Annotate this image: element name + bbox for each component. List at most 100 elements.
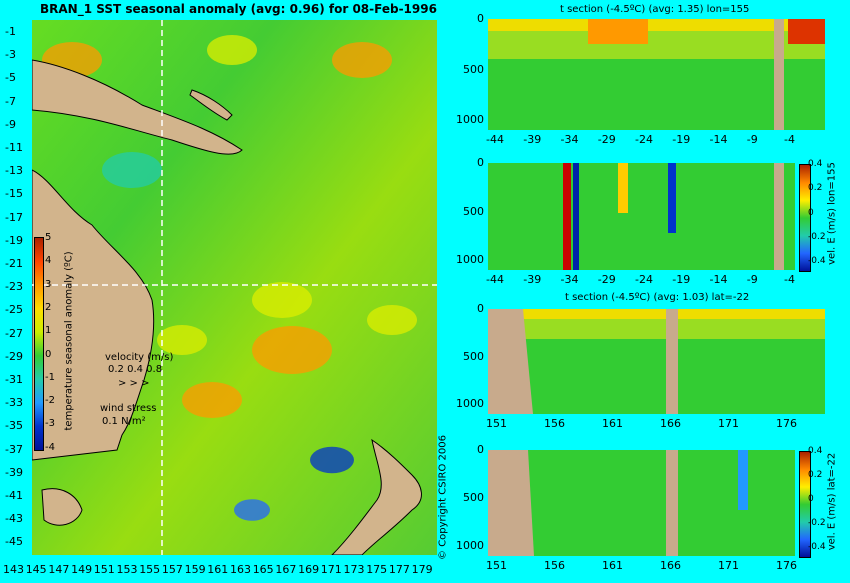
map-lon-tick: 143: [3, 563, 24, 576]
section-2-colorbar-tick: -0.4: [808, 256, 826, 266]
section-4-x-tick: 171: [718, 559, 739, 572]
map-lon-tick: 147: [48, 563, 70, 576]
section-1-x-tick: -39: [523, 133, 542, 146]
map-lat-tick: -5: [5, 71, 16, 85]
section-4-y-tick: 1000: [456, 539, 484, 552]
section-1-svg: [488, 19, 825, 130]
map-colorbar-tick: 0: [45, 348, 52, 360]
map-lon-tick: 165: [252, 563, 274, 576]
map-colorbar-tick: -4: [45, 441, 55, 453]
velocity-arrows: > > >: [118, 378, 150, 389]
section-2-x-tick: -9: [746, 273, 758, 286]
section-2-colorbar-label: vel. E (m/s) lon=155: [826, 162, 838, 265]
velocity-scale: 0.2 0.4 0.8: [108, 364, 163, 375]
map-colorbar-tick: -1: [45, 371, 55, 383]
section-4-x-tick: 156: [544, 559, 565, 572]
section-4-x-tick: 151: [486, 559, 507, 572]
map-lat-tick: -43: [5, 512, 23, 526]
section-1-y-tick: 500: [463, 62, 484, 76]
anomaly-patch: [310, 446, 354, 474]
map-lat-tick: -31: [5, 373, 23, 386]
section-2-svg: [488, 163, 795, 270]
section-4-colorbar-tick: 0.2: [808, 470, 823, 480]
section-2-x-tick: -14: [709, 273, 728, 286]
map-lon-tick: 151: [93, 563, 115, 576]
section-4-x-tick: 176: [776, 559, 797, 572]
section-1-x-tick: -29: [597, 133, 616, 146]
map-colorbar: [34, 237, 44, 451]
map-lat-tick: -35: [5, 419, 23, 433]
section-2-x-tick: -34: [560, 273, 579, 286]
map-colorbar-tick: -3: [45, 418, 55, 430]
section-2-x-tick: -44: [486, 273, 504, 286]
section-1-x-tick: -9: [746, 133, 758, 146]
map-lon-tick: 155: [139, 563, 161, 576]
section-4-y-tick: 500: [463, 491, 484, 504]
map-lat-tick: -37: [5, 442, 23, 456]
section-3-x-tick: 151: [486, 417, 507, 430]
section-3-x-tick: 161: [602, 417, 623, 430]
section-3-plot: [488, 309, 825, 414]
anomaly-patch: [182, 382, 242, 418]
section-1-x-tick: -14: [709, 133, 728, 146]
section-1-x-tick: -34: [560, 133, 579, 146]
map-lon-tick: 145: [25, 563, 47, 576]
anomaly-patches: [42, 35, 417, 521]
wind-stress-scale: 0.1 N/m²: [102, 416, 146, 427]
anomaly-patch: [252, 326, 332, 374]
map-lon-tick: 177: [388, 563, 410, 576]
map-lon-tick: 167: [275, 563, 297, 576]
map-colorbar-tick: 1: [45, 325, 52, 337]
anomaly-patch: [252, 282, 312, 318]
map-lon-tick: 179: [411, 563, 433, 576]
map-lat-tick: -33: [5, 396, 23, 410]
australia-land: [32, 169, 155, 461]
map-lon-tick: 161: [207, 563, 229, 576]
section-3-y-tick: 1000: [456, 397, 484, 410]
section-1-x-tick: -24: [635, 133, 653, 146]
map-lat-tick: -41: [5, 489, 23, 502]
section-1-x-tick: -19: [672, 133, 691, 146]
section-3-y-tick: 0: [477, 302, 484, 315]
map-colorbar-tick: 4: [45, 255, 52, 267]
section-2-colorbar-tick: -0.2: [808, 231, 826, 242]
section-2-x-tick: -19: [672, 273, 691, 286]
wind-stress-label: wind stress: [100, 403, 157, 414]
section-3-x-tick: 166: [660, 417, 681, 430]
section-4-colorbar-label: vel. E (m/s) lat=-22: [826, 452, 838, 551]
section-4-colorbar-tick: -0.2: [808, 518, 826, 528]
map-lat-tick: -19: [5, 233, 23, 247]
map-lon-tick: 169: [298, 563, 320, 576]
section-1-y-tick: 0: [477, 12, 484, 25]
section-3-x-tick: 176: [776, 417, 797, 430]
section-3-x-tick: 171: [718, 417, 739, 430]
section-4-x-tick: 166: [660, 559, 681, 572]
section-4-svg: [488, 450, 795, 556]
map-lat-tick: -45: [5, 535, 23, 549]
map-colorbar-tick: 2: [45, 301, 52, 313]
section-4-colorbar-tick: 0.4: [808, 446, 823, 456]
section-2-colorbar-tick: 0.2: [808, 183, 823, 194]
section-2-y-tick: 500: [463, 204, 484, 218]
section-4-colorbar-tick: 0: [808, 494, 814, 504]
section-1-plot: [488, 19, 825, 130]
map-colorbar-tick: 3: [45, 278, 52, 290]
anomaly-patch: [157, 325, 207, 355]
map-colorbar-tick: 5: [45, 232, 52, 243]
map-lon-tick: 149: [71, 563, 93, 576]
solomon-islands: [189, 89, 233, 121]
map-lon-tick: 175: [366, 563, 388, 576]
anomaly-patch: [234, 499, 270, 521]
section-3-y-tick: 500: [463, 349, 484, 363]
map-lat-tick: -3: [5, 48, 16, 62]
section-2-colorbar: [799, 164, 811, 272]
section-3-x-tick: 156: [544, 417, 565, 430]
sst-map: [32, 20, 437, 555]
anomaly-patch: [102, 152, 162, 188]
anomaly-patch: [332, 42, 392, 78]
velocity-label: velocity (m/s): [105, 352, 174, 363]
map-lat-tick: -23: [5, 280, 23, 294]
map-lat-tick: -9: [5, 117, 16, 131]
section-1-x-tick: -44: [486, 133, 504, 146]
map-lon-tick: 153: [116, 563, 138, 576]
